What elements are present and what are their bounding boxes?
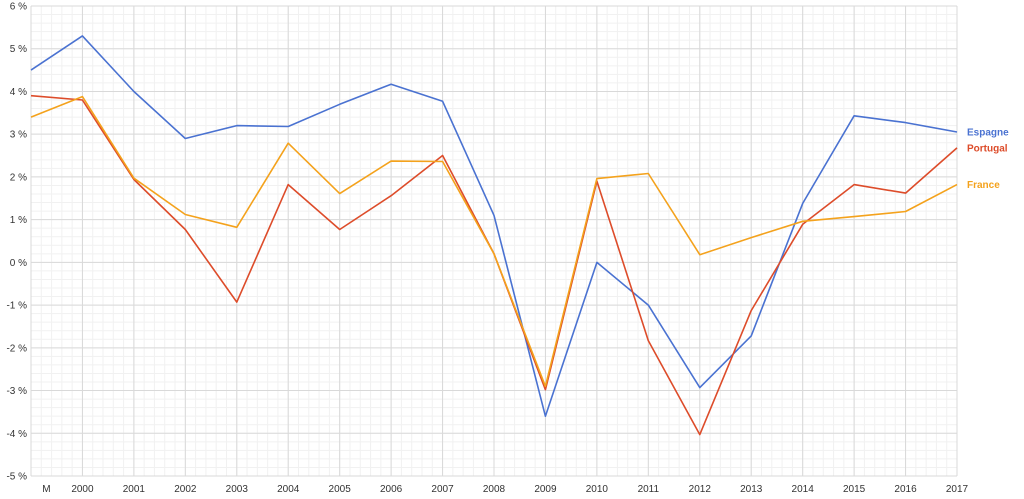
- x-tick-label: 2003: [226, 484, 249, 495]
- y-tick-label: 4 %: [10, 87, 27, 98]
- y-tick-label: 3 %: [10, 130, 27, 141]
- x-tick-label: M: [42, 484, 50, 495]
- y-tick-label: -4 %: [6, 429, 27, 440]
- x-tick-label: 2017: [946, 484, 969, 495]
- x-tick-label: 2005: [329, 484, 352, 495]
- y-axis-tick-labels: 6 % 5 % 4 % 3 % 2 % 1 % 0 % -1 % -2 % -3 % -4 % -5 …: [6, 2, 27, 483]
- x-tick-label: 2009: [534, 484, 557, 495]
- y-tick-label: 1 %: [10, 215, 27, 226]
- y-tick-label: -3 %: [6, 386, 27, 397]
- x-tick-label: 2010: [586, 484, 609, 495]
- x-axis-tick-labels: M 2000 2001 2002 2003 2004 2005 2006 2007 2008 200…: [42, 484, 968, 495]
- series-label-portugal: Portugal: [967, 143, 1008, 154]
- x-tick-label: 2004: [277, 484, 300, 495]
- x-tick-label: 2000: [71, 484, 94, 495]
- y-tick-label: 2 %: [10, 172, 27, 183]
- x-tick-label: 2007: [431, 484, 454, 495]
- x-tick-label: 2016: [894, 484, 917, 495]
- series-label-france: France: [967, 180, 1000, 191]
- x-tick-label: 2013: [740, 484, 763, 495]
- x-tick-label: 2014: [792, 484, 815, 495]
- series-label-espagne: Espagne: [967, 128, 1009, 139]
- x-tick-label: 2008: [483, 484, 506, 495]
- y-tick-label: -1 %: [6, 301, 27, 312]
- series-line-france: [30, 95, 958, 388]
- major-grid: [30, 5, 958, 477]
- x-tick-label: 2015: [843, 484, 866, 495]
- y-tick-label: 0 %: [10, 258, 27, 269]
- y-tick-label: 6 %: [10, 2, 27, 13]
- y-tick-label: 5 %: [10, 44, 27, 55]
- series-line-espagne: [30, 35, 958, 418]
- series-lines: [30, 35, 958, 436]
- x-tick-label: 2011: [638, 484, 660, 495]
- x-tick-label: 2001: [123, 484, 146, 495]
- y-tick-label: -5 %: [6, 472, 27, 483]
- x-tick-label: 2012: [689, 484, 712, 495]
- y-tick-label: -2 %: [6, 343, 27, 354]
- series-labels: Espagne Portugal France: [967, 128, 1009, 192]
- x-tick-label: 2002: [174, 484, 197, 495]
- x-tick-label: 2006: [380, 484, 403, 495]
